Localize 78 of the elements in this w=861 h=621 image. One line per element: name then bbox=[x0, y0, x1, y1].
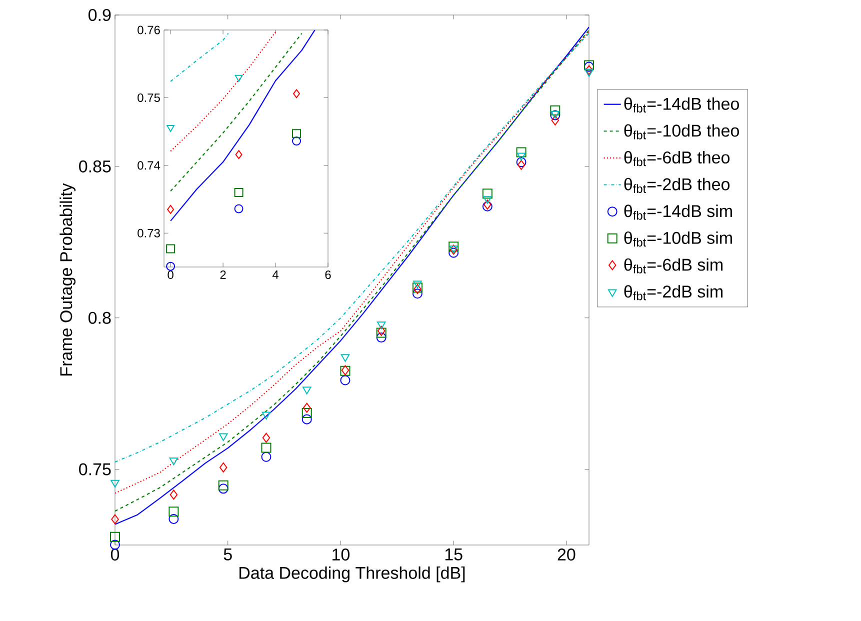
point bbox=[302, 402, 311, 413]
point bbox=[292, 136, 302, 146]
x-tick-label: 5 bbox=[224, 548, 232, 560]
point bbox=[261, 452, 272, 462]
legend-label: θ$_{fbt}$=-10dB sim bbox=[624, 231, 732, 247]
legend-label: θ$_{fbt}$=-10dB theo bbox=[624, 124, 739, 140]
point bbox=[302, 408, 312, 418]
point bbox=[167, 204, 174, 214]
y-tick-label: 0.9 bbox=[88, 8, 111, 22]
point bbox=[110, 532, 120, 542]
x-tick-label: 0 bbox=[168, 270, 174, 280]
y-tick-label: 0.74 bbox=[138, 161, 160, 170]
point bbox=[235, 150, 242, 160]
x-axis-title: Data Decoding Threshold [dB] bbox=[240, 566, 465, 582]
point bbox=[234, 204, 244, 214]
point bbox=[292, 129, 302, 138]
line-series bbox=[170, 31, 276, 152]
point bbox=[302, 414, 312, 424]
point bbox=[261, 442, 272, 453]
x-tick-label: 15 bbox=[445, 548, 462, 560]
x-tick-label: 2 bbox=[220, 270, 226, 279]
point bbox=[448, 242, 459, 252]
line-series bbox=[170, 32, 229, 82]
point bbox=[219, 462, 228, 472]
point bbox=[483, 196, 492, 204]
x-tick-label: 20 bbox=[558, 548, 576, 561]
point bbox=[218, 480, 228, 490]
point bbox=[166, 125, 175, 132]
point bbox=[376, 332, 386, 343]
point bbox=[166, 244, 176, 254]
point bbox=[584, 69, 594, 77]
legend-label: θ$_{fbt}$=-2dB theo bbox=[624, 178, 730, 193]
point bbox=[218, 484, 228, 494]
point bbox=[262, 432, 270, 443]
legend-label: θ$_{fbt}$=-14dB theo bbox=[624, 97, 739, 112]
x-tick-label: 10 bbox=[332, 548, 350, 561]
y-tick-label: 0.76 bbox=[138, 26, 160, 34]
point bbox=[550, 105, 560, 116]
point bbox=[516, 147, 526, 158]
legend-label: θ$_{fbt}$=-6dB theo bbox=[624, 151, 730, 166]
point bbox=[293, 89, 300, 98]
point bbox=[516, 152, 526, 161]
point bbox=[413, 280, 422, 288]
y-axis-title: Frame Outage Probability bbox=[60, 183, 76, 376]
x-tick-label: 6 bbox=[325, 270, 331, 280]
point bbox=[412, 288, 422, 299]
point bbox=[340, 354, 350, 362]
point bbox=[302, 386, 312, 394]
y-tick-label: 0.73 bbox=[138, 228, 160, 238]
x-tick-label: 4 bbox=[272, 270, 279, 279]
point bbox=[168, 506, 179, 517]
point bbox=[169, 457, 178, 466]
legend-label: θ$_{fbt}$=-2dB sim bbox=[624, 285, 722, 300]
legend-label: θ$_{fbt}$=-14dB sim bbox=[624, 204, 732, 220]
y-tick-label: 0.8 bbox=[88, 312, 111, 324]
point bbox=[166, 262, 176, 271]
point bbox=[110, 480, 120, 488]
point bbox=[262, 412, 271, 420]
point bbox=[376, 321, 386, 330]
point bbox=[516, 157, 526, 168]
point bbox=[170, 490, 178, 500]
point bbox=[448, 248, 459, 258]
y-tick-label: 0.75 bbox=[138, 93, 160, 102]
y-tick-label: 0.85 bbox=[79, 160, 111, 172]
point bbox=[168, 514, 179, 524]
point bbox=[517, 160, 526, 170]
point bbox=[234, 188, 244, 198]
legend-label: θ$_{fbt}$=-6dB sim bbox=[624, 258, 722, 274]
point bbox=[551, 115, 560, 126]
point bbox=[340, 375, 350, 386]
line-series bbox=[170, 30, 316, 222]
y-tick-label: 0.75 bbox=[79, 463, 111, 476]
point bbox=[234, 74, 243, 82]
point bbox=[111, 514, 119, 524]
point bbox=[482, 188, 492, 199]
x-tick-label: 0 bbox=[110, 548, 120, 561]
point bbox=[585, 65, 593, 76]
point bbox=[218, 433, 228, 441]
